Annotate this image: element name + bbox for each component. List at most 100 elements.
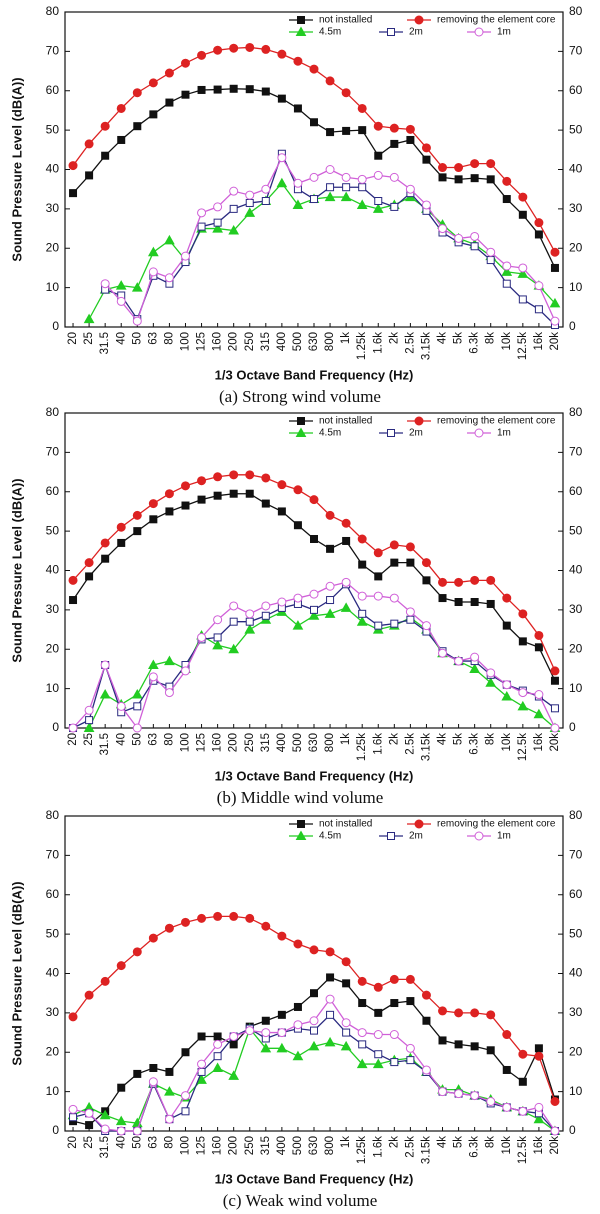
marker bbox=[341, 957, 351, 967]
x-tick-label: 63 bbox=[147, 1136, 159, 1149]
marker bbox=[228, 643, 240, 654]
x-tick-label: 2.5k bbox=[404, 332, 416, 354]
y2-tick-label: 70 bbox=[569, 848, 583, 862]
marker bbox=[438, 648, 448, 658]
marker bbox=[358, 999, 367, 1008]
x-tick-label: 20k bbox=[549, 733, 561, 752]
y-tick-label: 20 bbox=[46, 240, 60, 254]
x-tick-label: 40 bbox=[115, 733, 127, 746]
marker bbox=[100, 660, 110, 670]
x-tick-label: 3.15k bbox=[420, 332, 432, 360]
plot-frame bbox=[64, 815, 564, 1132]
marker bbox=[180, 481, 190, 491]
marker bbox=[245, 42, 255, 52]
marker bbox=[486, 1096, 496, 1106]
x-tick-label: 160 bbox=[212, 332, 224, 351]
y2-tick-label: 60 bbox=[569, 83, 583, 97]
y-tick-label: 80 bbox=[46, 808, 60, 822]
marker bbox=[406, 135, 415, 144]
marker bbox=[470, 1008, 480, 1018]
series-line bbox=[72, 915, 556, 1102]
marker bbox=[213, 615, 223, 625]
x-tick-label: 125 bbox=[196, 733, 208, 752]
marker bbox=[518, 192, 528, 202]
marker bbox=[165, 98, 174, 107]
legend-label: 1m bbox=[497, 27, 511, 38]
marker bbox=[438, 1036, 447, 1045]
marker bbox=[148, 1077, 158, 1087]
marker bbox=[438, 163, 448, 173]
marker bbox=[390, 1058, 399, 1067]
marker bbox=[501, 266, 513, 276]
marker bbox=[533, 708, 545, 719]
marker bbox=[229, 911, 239, 921]
marker bbox=[518, 1049, 528, 1059]
marker bbox=[341, 577, 351, 587]
legend-label: not installed bbox=[319, 416, 372, 427]
marker bbox=[356, 616, 368, 626]
y-tick-label: 10 bbox=[46, 1084, 60, 1098]
marker bbox=[147, 246, 159, 257]
x-tick-label: 2.5k bbox=[404, 1136, 416, 1158]
marker bbox=[229, 204, 238, 213]
marker bbox=[293, 485, 303, 495]
marker bbox=[326, 183, 335, 192]
marker bbox=[132, 723, 142, 733]
x-tick-label: 31.5 bbox=[99, 733, 111, 755]
marker bbox=[502, 261, 512, 271]
marker bbox=[486, 1046, 495, 1055]
marker bbox=[197, 1059, 207, 1069]
y-tick-label: 70 bbox=[46, 445, 60, 459]
marker bbox=[229, 43, 239, 53]
legend-label: 4.5m bbox=[319, 27, 341, 38]
marker bbox=[534, 218, 544, 228]
x-tick-label: 40 bbox=[115, 1136, 127, 1149]
marker bbox=[100, 1124, 110, 1134]
marker bbox=[132, 510, 142, 520]
marker bbox=[486, 1010, 496, 1020]
x-tick-label: 315 bbox=[260, 1136, 272, 1155]
marker bbox=[293, 56, 303, 66]
legend-label: removing the element core bbox=[437, 819, 556, 830]
marker bbox=[341, 518, 351, 528]
marker bbox=[245, 617, 254, 626]
marker bbox=[421, 143, 431, 153]
marker bbox=[84, 705, 94, 715]
marker bbox=[357, 976, 367, 986]
x-tick-label: 50 bbox=[131, 733, 143, 746]
marker bbox=[181, 501, 190, 510]
marker bbox=[149, 515, 158, 524]
marker bbox=[164, 489, 174, 499]
marker bbox=[358, 1040, 367, 1049]
marker bbox=[68, 723, 78, 733]
marker bbox=[421, 200, 431, 210]
marker bbox=[341, 1018, 351, 1028]
marker bbox=[181, 1107, 190, 1116]
marker bbox=[310, 605, 318, 614]
x-tick-label: 500 bbox=[292, 1136, 304, 1155]
x-tick-label: 5k bbox=[453, 332, 465, 344]
marker bbox=[84, 558, 94, 568]
marker bbox=[389, 974, 399, 984]
marker bbox=[374, 197, 383, 205]
y-tick-label: 60 bbox=[46, 887, 60, 901]
marker bbox=[550, 666, 560, 676]
marker bbox=[405, 124, 415, 134]
y-tick-label: 30 bbox=[46, 201, 60, 215]
x-tick-label: 3.15k bbox=[420, 1136, 432, 1164]
legend-marker bbox=[297, 417, 305, 425]
marker bbox=[131, 689, 143, 699]
y-tick-label: 80 bbox=[46, 405, 60, 419]
marker bbox=[228, 1070, 240, 1080]
x-tick-label: 63 bbox=[147, 332, 159, 345]
series-line bbox=[72, 46, 556, 253]
x-tick-label: 800 bbox=[324, 733, 336, 752]
marker bbox=[115, 280, 127, 290]
y2-tick-label: 50 bbox=[569, 122, 583, 136]
marker bbox=[518, 1106, 528, 1116]
legend-marker bbox=[297, 820, 305, 828]
x-tick-label: 8k bbox=[485, 1136, 497, 1148]
x-tick-label: 4k bbox=[437, 1136, 449, 1148]
marker bbox=[405, 542, 415, 552]
